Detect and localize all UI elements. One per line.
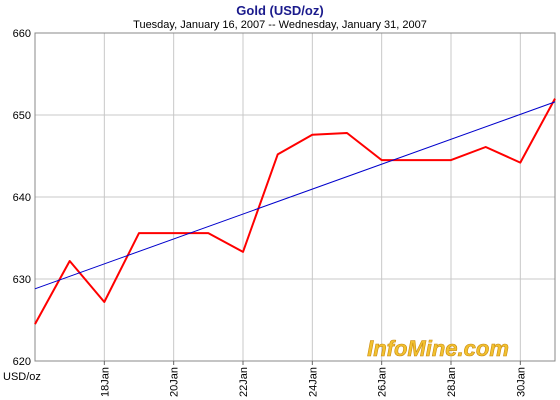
chart-title: Gold (USD/oz) (236, 3, 323, 18)
x-tick-label: 22Jan (238, 367, 250, 397)
chart-subtitle: Tuesday, January 16, 2007 -- Wednesday, … (133, 19, 427, 31)
y-tick-label: 630 (13, 274, 31, 286)
y-axis-unit-label: USD/oz (3, 371, 41, 383)
trend-line (34, 101, 556, 290)
y-axis-ticks: 620 630 640 650 660 (13, 28, 31, 368)
x-tick-label: 24Jan (307, 367, 319, 397)
x-tick-label: 28Jan (446, 367, 458, 397)
y-tick-label: 620 (13, 356, 31, 368)
price-series-line (34, 98, 556, 325)
x-axis-ticks: 18Jan 20Jan 22Jan 24Jan 26Jan 28Jan 30Jan (99, 361, 527, 397)
x-tick-label: 18Jan (99, 367, 111, 397)
grid-lines (35, 33, 555, 361)
x-tick-label: 26Jan (377, 367, 389, 397)
y-tick-label: 650 (13, 110, 31, 122)
watermark: InfoMine.com (367, 336, 509, 361)
plot-area (34, 32, 556, 362)
y-tick-label: 640 (13, 192, 31, 204)
x-tick-label: 30Jan (515, 367, 527, 397)
series-lines (34, 98, 556, 325)
y-tick-label: 660 (13, 28, 31, 40)
x-tick-label: 20Jan (169, 367, 181, 397)
